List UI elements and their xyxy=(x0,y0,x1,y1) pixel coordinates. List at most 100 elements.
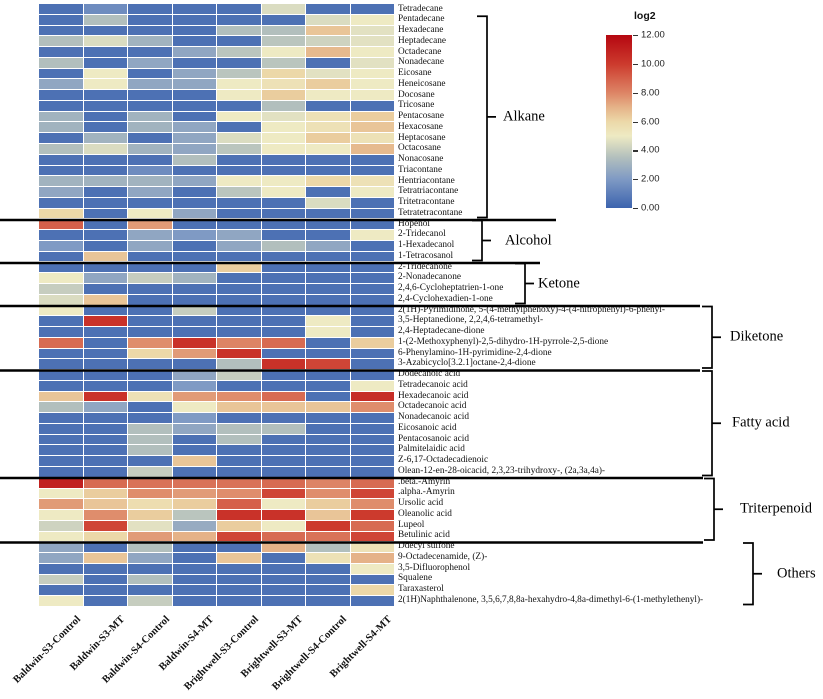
heatmap-cell xyxy=(83,520,127,531)
group-bracket xyxy=(515,262,534,305)
heatmap-cell xyxy=(172,574,216,585)
heatmap-cell xyxy=(128,240,172,251)
heatmap-cell xyxy=(217,25,261,36)
heatmap-cell xyxy=(217,574,261,585)
heatmap-cell xyxy=(39,391,83,402)
heatmap-cell xyxy=(350,391,394,402)
heatmap-cell xyxy=(128,553,172,563)
heatmap-cell xyxy=(83,4,127,14)
heatmap-cell xyxy=(83,391,127,402)
heatmap-cell xyxy=(306,36,350,47)
heatmap-cell xyxy=(172,154,216,165)
heatmap-cell xyxy=(172,316,216,327)
heatmap-cell xyxy=(128,359,172,370)
heatmap-cell xyxy=(217,262,261,273)
heatmap-cell xyxy=(172,79,216,90)
heatmap-cell xyxy=(350,359,394,370)
heatmap-cell xyxy=(261,230,305,240)
heatmap-cell xyxy=(217,423,261,434)
heatmap-cell xyxy=(217,176,261,187)
heatmap-cell xyxy=(128,4,172,14)
heatmap-cell xyxy=(83,111,127,122)
row-label: 9-Octadecenamide, (Z)- xyxy=(398,551,488,562)
heatmap-cell xyxy=(128,574,172,585)
colorbar-tick-label: 2.00 xyxy=(641,173,660,185)
heatmap-cell xyxy=(39,434,83,445)
heatmap-cell xyxy=(261,359,305,370)
heatmap-cell xyxy=(172,434,216,445)
heatmap-cell xyxy=(217,36,261,47)
heatmap-cell xyxy=(172,273,216,283)
heatmap-cell xyxy=(350,197,394,208)
heatmap-cell xyxy=(217,510,261,520)
heatmap-cell xyxy=(350,445,394,456)
row-label: 2,4-Cyclohexadien-1-one xyxy=(398,293,493,304)
heatmap-cell xyxy=(350,122,394,133)
heatmap-cell xyxy=(350,510,394,520)
heatmap-cell xyxy=(39,316,83,327)
heatmap-cell xyxy=(217,143,261,154)
heatmap-cell xyxy=(128,111,172,122)
heatmap-cell xyxy=(128,262,172,273)
heatmap-cell xyxy=(217,488,261,499)
row-label: 2-Tridecanone xyxy=(398,261,452,272)
heatmap-cell xyxy=(217,456,261,467)
heatmap-cell xyxy=(350,402,394,413)
heatmap-cell xyxy=(350,413,394,423)
row-label: 2-Tridecanol xyxy=(398,229,446,240)
heatmap-cell xyxy=(350,531,394,542)
row-label: Heneicosane xyxy=(398,78,446,89)
heatmap-cell xyxy=(39,90,83,100)
heatmap-cell xyxy=(172,251,216,262)
row-label: Hexadecanoic acid xyxy=(398,390,469,401)
heatmap-cell xyxy=(39,68,83,79)
heatmap-cell xyxy=(306,531,350,542)
heatmap-cell xyxy=(350,230,394,240)
heatmap-cell xyxy=(350,370,394,380)
heatmap-cell xyxy=(128,380,172,391)
heatmap-cell xyxy=(39,467,83,477)
heatmap-cell xyxy=(39,219,83,230)
heatmap-cell xyxy=(306,423,350,434)
heatmap-cell xyxy=(306,90,350,100)
heatmap-cell xyxy=(39,596,83,606)
group-label: Diketone xyxy=(730,328,784,345)
heatmap-cell xyxy=(83,240,127,251)
row-label: Tetratetracontane xyxy=(398,207,463,218)
heatmap-cell xyxy=(39,273,83,283)
heatmap-cell xyxy=(217,122,261,133)
heatmap-cell xyxy=(217,413,261,423)
heatmap-cell xyxy=(306,434,350,445)
heatmap-cell xyxy=(217,57,261,68)
heatmap-cell xyxy=(217,499,261,510)
heatmap-cell xyxy=(217,370,261,380)
heatmap-cell xyxy=(261,111,305,122)
heatmap-cell xyxy=(83,262,127,273)
heatmap-cell xyxy=(350,176,394,187)
heatmap-cell xyxy=(261,445,305,456)
heatmap-cell xyxy=(350,111,394,122)
heatmap-cell xyxy=(172,47,216,57)
heatmap-cell xyxy=(217,294,261,305)
row-label: Pentacosane xyxy=(398,111,444,121)
heatmap-cell xyxy=(172,90,216,100)
heatmap-cell xyxy=(128,187,172,197)
heatmap-cell xyxy=(128,68,172,79)
row-label: Docosane xyxy=(398,89,435,100)
heatmap-cell xyxy=(217,208,261,219)
heatmap-cell xyxy=(306,154,350,165)
heatmap-cell xyxy=(261,251,305,262)
colorbar-tick-label: 0.00 xyxy=(641,202,660,214)
heatmap-cell xyxy=(172,337,216,348)
heatmap-cell xyxy=(128,143,172,154)
heatmap-cell xyxy=(306,14,350,25)
heatmap-cell xyxy=(39,553,83,563)
heatmap-cell xyxy=(306,219,350,230)
heatmap-cell xyxy=(172,283,216,294)
heatmap-cell xyxy=(83,14,127,25)
heatmap-cell xyxy=(39,413,83,423)
row-label: .beta.-Amyrin xyxy=(398,476,451,487)
heatmap-cell xyxy=(172,57,216,68)
heatmap-cell xyxy=(306,262,350,273)
heatmap-cell xyxy=(350,154,394,165)
